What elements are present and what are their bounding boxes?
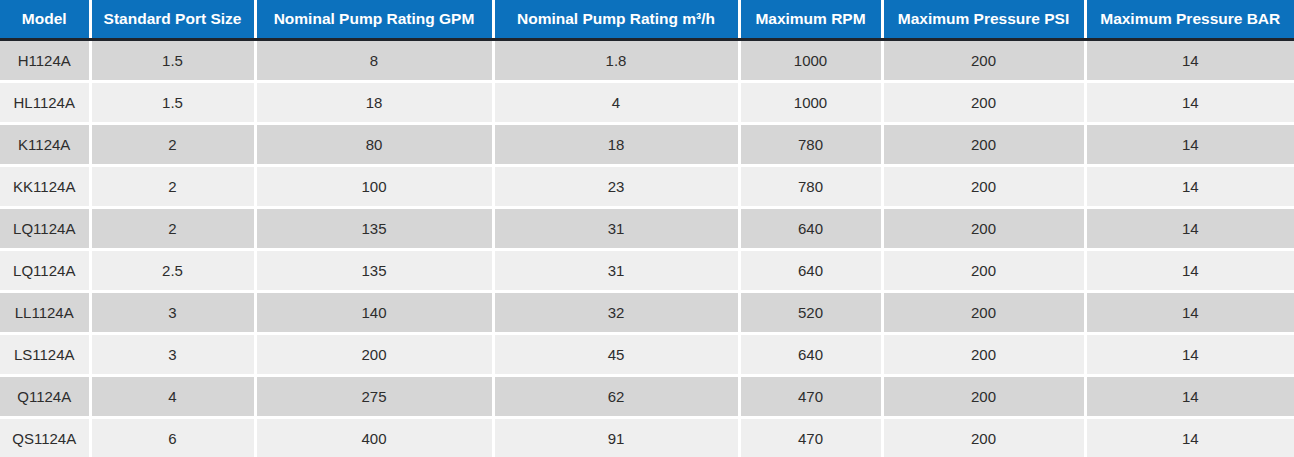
table-cell: 3 [90, 292, 255, 334]
table-cell: 14 [1085, 418, 1294, 457]
model-cell: LQ1124A [0, 208, 90, 250]
table-cell: 62 [493, 376, 739, 418]
table-cell: 135 [255, 250, 493, 292]
table-cell: 275 [255, 376, 493, 418]
table-cell: 135 [255, 208, 493, 250]
pump-specs-table: ModelStandard Port SizeNominal Pump Rati… [0, 0, 1294, 457]
table-cell: 23 [493, 166, 739, 208]
model-cell: LL1124A [0, 292, 90, 334]
table-cell: 200 [882, 166, 1085, 208]
table-cell: 1.5 [90, 40, 255, 82]
model-cell: LS1124A [0, 334, 90, 376]
table-cell: 4 [90, 376, 255, 418]
table-cell: 200 [882, 334, 1085, 376]
table-row: LL1124A31403252020014 [0, 292, 1294, 334]
table-cell: 640 [739, 208, 882, 250]
column-header: Model [0, 0, 90, 40]
table-row: H1124A1.581.8100020014 [0, 40, 1294, 82]
table-cell: 14 [1085, 40, 1294, 82]
table-cell: 200 [882, 82, 1085, 124]
table-cell: 14 [1085, 124, 1294, 166]
model-cell: KK1124A [0, 166, 90, 208]
table-cell: 2.5 [90, 250, 255, 292]
table-cell: 18 [493, 124, 739, 166]
table-cell: 6 [90, 418, 255, 457]
table-row: Q1124A42756247020014 [0, 376, 1294, 418]
table-cell: 200 [882, 250, 1085, 292]
model-cell: QS1124A [0, 418, 90, 457]
table-cell: 14 [1085, 82, 1294, 124]
table-cell: 200 [882, 418, 1085, 457]
table-cell: 14 [1085, 250, 1294, 292]
table-cell: 45 [493, 334, 739, 376]
table-cell: 140 [255, 292, 493, 334]
column-header: Standard Port Size [90, 0, 255, 40]
table-row: LQ1124A21353164020014 [0, 208, 1294, 250]
table-row: LQ1124A2.51353164020014 [0, 250, 1294, 292]
table-row: K1124A2801878020014 [0, 124, 1294, 166]
table-cell: 8 [255, 40, 493, 82]
table-row: LS1124A32004564020014 [0, 334, 1294, 376]
table-header-row: ModelStandard Port SizeNominal Pump Rati… [0, 0, 1294, 40]
table-cell: 400 [255, 418, 493, 457]
table-row: QS1124A64009147020014 [0, 418, 1294, 457]
table-cell: 1.5 [90, 82, 255, 124]
table-cell: 2 [90, 166, 255, 208]
table-row: KK1124A21002378020014 [0, 166, 1294, 208]
model-cell: H1124A [0, 40, 90, 82]
column-header: Nominal Pump Rating m³/h [493, 0, 739, 40]
table-cell: 2 [90, 208, 255, 250]
table-cell: 780 [739, 124, 882, 166]
table-cell: 4 [493, 82, 739, 124]
column-header: Nominal Pump Rating GPM [255, 0, 493, 40]
table-cell: 200 [882, 40, 1085, 82]
table-cell: 1.8 [493, 40, 739, 82]
table-cell: 1000 [739, 82, 882, 124]
table-cell: 32 [493, 292, 739, 334]
table-cell: 14 [1085, 334, 1294, 376]
table-cell: 200 [882, 124, 1085, 166]
table-cell: 91 [493, 418, 739, 457]
table-cell: 200 [255, 334, 493, 376]
table-cell: 200 [882, 292, 1085, 334]
table-cell: 640 [739, 250, 882, 292]
table-cell: 200 [882, 208, 1085, 250]
model-cell: Q1124A [0, 376, 90, 418]
table-cell: 1000 [739, 40, 882, 82]
table-cell: 80 [255, 124, 493, 166]
table-row: HL1124A1.5184100020014 [0, 82, 1294, 124]
model-cell: K1124A [0, 124, 90, 166]
table-cell: 640 [739, 334, 882, 376]
model-cell: HL1124A [0, 82, 90, 124]
table-cell: 14 [1085, 166, 1294, 208]
table-cell: 14 [1085, 292, 1294, 334]
table-cell: 470 [739, 376, 882, 418]
table-cell: 470 [739, 418, 882, 457]
table-cell: 31 [493, 208, 739, 250]
table-cell: 100 [255, 166, 493, 208]
column-header: Maximum Pressure PSI [882, 0, 1085, 40]
column-header: Maximum Pressure BAR [1085, 0, 1294, 40]
table-cell: 31 [493, 250, 739, 292]
table-cell: 200 [882, 376, 1085, 418]
table-cell: 14 [1085, 208, 1294, 250]
pump-specs-table-container: ModelStandard Port SizeNominal Pump Rati… [0, 0, 1294, 457]
table-cell: 14 [1085, 376, 1294, 418]
table-cell: 18 [255, 82, 493, 124]
table-cell: 2 [90, 124, 255, 166]
column-header: Maximum RPM [739, 0, 882, 40]
model-cell: LQ1124A [0, 250, 90, 292]
table-cell: 520 [739, 292, 882, 334]
table-cell: 780 [739, 166, 882, 208]
table-cell: 3 [90, 334, 255, 376]
